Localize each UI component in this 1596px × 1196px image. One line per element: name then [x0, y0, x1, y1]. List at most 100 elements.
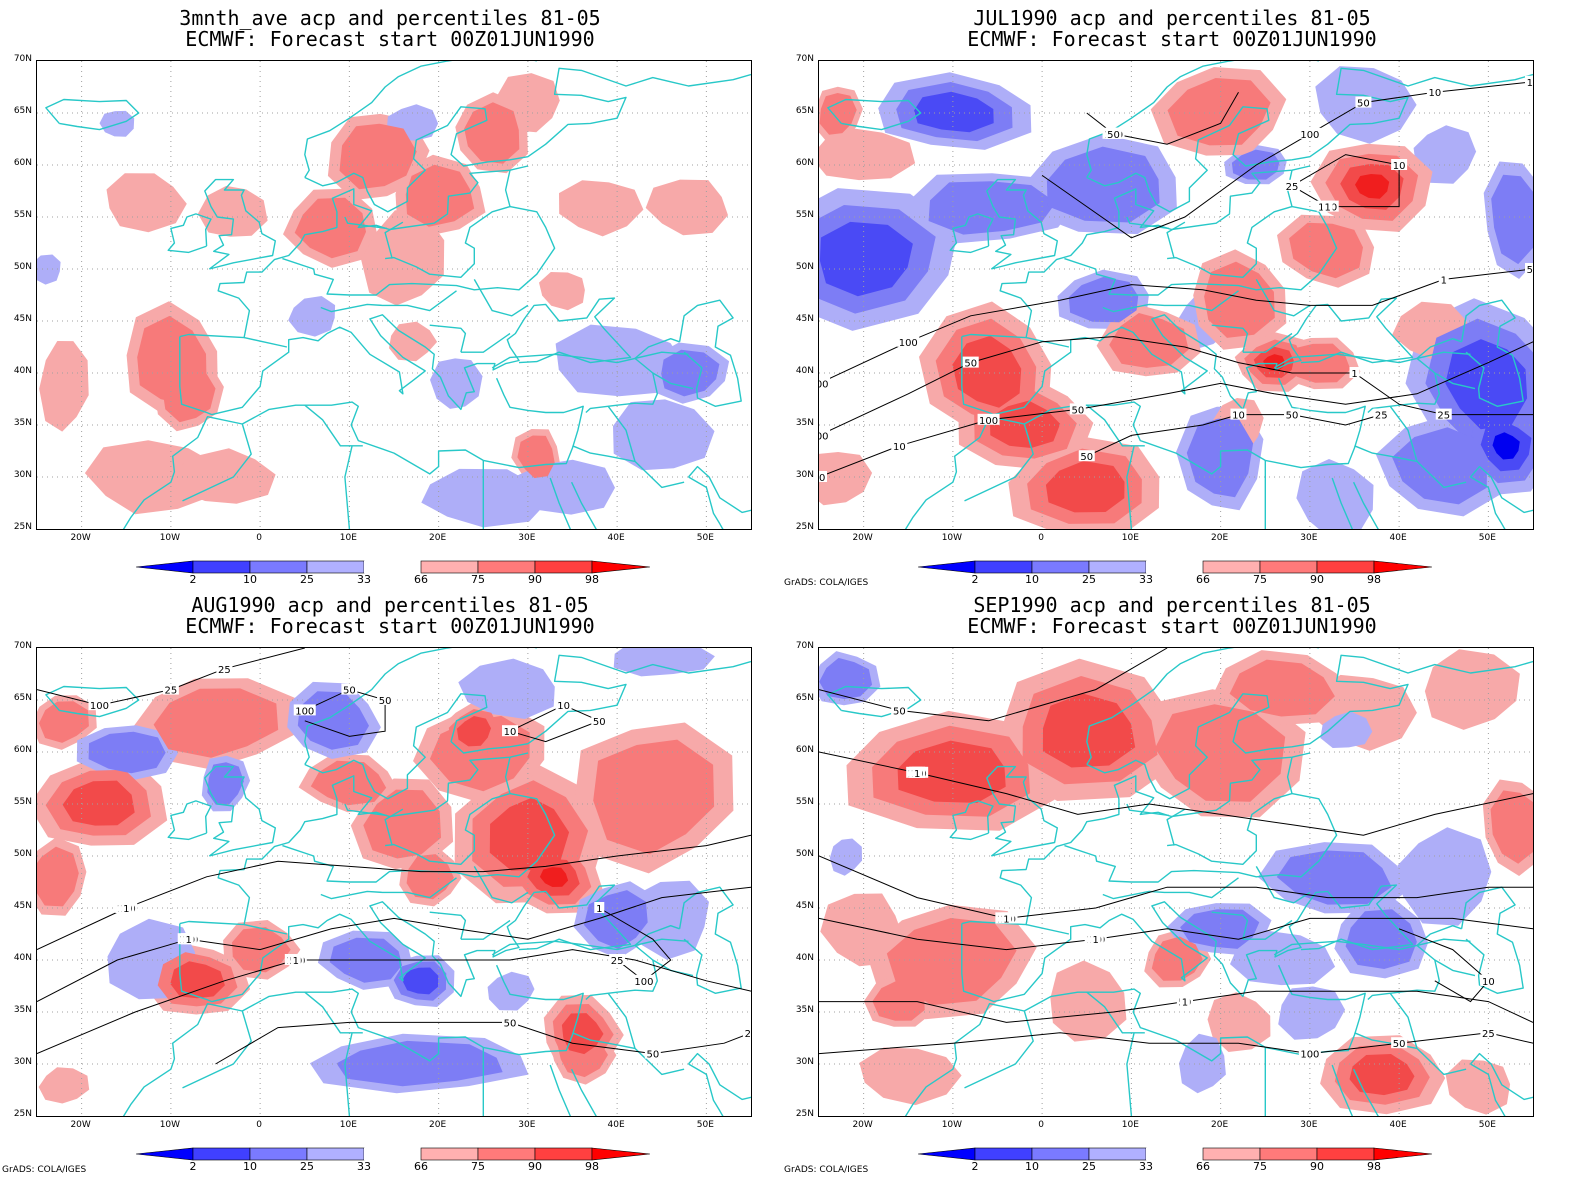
colorbar-swatch — [918, 1147, 976, 1161]
positive-anomaly-region — [820, 893, 905, 967]
longitude-tick-label: 50E — [1478, 1120, 1496, 1130]
contour-label-bg — [891, 704, 908, 716]
colorbar-swatch — [591, 560, 650, 574]
colorbar-swatch — [1373, 560, 1432, 574]
contour-label: 10 — [1527, 78, 1533, 89]
colorbar-label: 25 — [300, 1160, 314, 1173]
panel-subtitle: ECMWF: Forecast start 00Z01JUN1990 — [185, 27, 595, 51]
contour-label: 100 — [1300, 130, 1319, 141]
contour-label: 50 — [1080, 452, 1093, 463]
positive-anomaly-region — [464, 102, 520, 164]
colorbar — [918, 1147, 1432, 1161]
contour-label-bg — [632, 974, 655, 986]
colorbar-label: 25 — [1082, 573, 1096, 586]
colorbar-label: 90 — [528, 1160, 542, 1173]
contour-label-bg — [1426, 86, 1443, 98]
map-panel-jul: JUL1990 acp and percentiles 81-05 ECMWF:… — [782, 0, 1562, 590]
longitude-tick-label: 40E — [1389, 1120, 1407, 1130]
contour-label: 25 — [1437, 411, 1450, 422]
colorbar-swatch — [306, 560, 365, 574]
longitude-tick-label: 20W — [852, 1120, 873, 1130]
contour-label: 25 — [165, 686, 178, 697]
colorbar-swatch — [1146, 561, 1203, 573]
negative-anomaly-region — [829, 838, 862, 876]
longitude-tick-label: 50E — [1478, 533, 1496, 543]
map-canvas: 5010010050100100501001005050505025102510… — [37, 648, 751, 1116]
colorbar-swatch — [1259, 1147, 1318, 1161]
contour-label-bg — [819, 377, 830, 389]
longitude-tick-label: 20E — [429, 533, 447, 543]
colorbar-swatch — [136, 1147, 194, 1161]
latitude-tick-label: 55N — [13, 210, 32, 220]
colorbar-swatch — [1088, 1147, 1147, 1161]
longitude-tick-label: 50E — [696, 1120, 714, 1130]
contour-label-bg — [1391, 159, 1408, 170]
latitude-tick-label: 30N — [13, 470, 32, 480]
contour-label-bg — [377, 694, 394, 705]
colorbar-label: 25 — [1082, 1160, 1096, 1173]
positive-anomaly-region — [645, 179, 728, 236]
colorbar-label: 33 — [1139, 1160, 1153, 1173]
panel-title: AUG1990 acp and percentiles 81-05 — [191, 593, 589, 617]
contour-labels: 5010010050100100501001005050505025102510… — [88, 662, 751, 1061]
contour-label-bg — [1349, 367, 1360, 378]
colorbar-label: 66 — [1196, 1160, 1210, 1173]
positive-anomaly-region — [37, 846, 79, 907]
map-area: 1005050501005010010010010050501002550251… — [818, 60, 1534, 530]
negative-anomaly-region — [421, 468, 547, 528]
longitude-tick-label: 30E — [518, 533, 536, 543]
positive-anomaly-region — [310, 760, 387, 806]
anomaly-shading — [819, 649, 1533, 1115]
colorbar-label: 75 — [1253, 573, 1267, 586]
contour-label-bg — [1322, 200, 1333, 212]
contour-label-bg — [897, 335, 920, 347]
colorbar-label: 33 — [357, 1160, 371, 1173]
contour-label: 25 — [611, 956, 624, 967]
panel-subtitle: ECMWF: Forecast start 00Z01JUN1990 — [185, 614, 595, 638]
panel-title: 3mnth_ave acp and percentiles 81-05 — [179, 6, 601, 30]
colorbar-swatch — [1202, 560, 1261, 574]
map-area — [36, 60, 752, 530]
longitude-tick-label: 20W — [70, 533, 91, 543]
colorbar-label: 98 — [585, 573, 599, 586]
colorbar-swatch — [974, 1147, 1033, 1161]
contour-label-bg — [162, 683, 179, 695]
contour-label-bg — [819, 429, 830, 441]
positive-anomaly-region — [1289, 222, 1363, 279]
contour-label: 100 — [819, 431, 829, 442]
latitude-tick-label: 60N — [795, 158, 814, 168]
latitude-tick-label: 70N — [795, 641, 814, 651]
positive-anomaly-region — [872, 981, 925, 1021]
longitude-tick-label: 10E — [339, 533, 357, 543]
coastlines — [45, 61, 751, 529]
map-area: 1001001005010050502510050505025251010101… — [818, 647, 1534, 1117]
colorbar-swatch — [1146, 1148, 1203, 1160]
colorbar-label: 75 — [471, 1160, 485, 1173]
latitude-tick-label: 25N — [13, 522, 32, 532]
contour-label: 1 — [1325, 203, 1331, 214]
colorbar-swatch — [1373, 1147, 1432, 1161]
latitude-tick-label: 35N — [13, 418, 32, 428]
coastlines — [45, 648, 751, 1116]
contour-label: 1 — [1003, 914, 1009, 925]
colorbar-swatch — [477, 1147, 536, 1161]
colorbar-label: 2 — [971, 1160, 979, 1173]
positive-anomaly-region — [170, 961, 225, 999]
contour-label-bg — [1284, 179, 1301, 191]
map-panel-aug: AUG1990 acp and percentiles 81-05 ECMWF:… — [0, 587, 780, 1177]
map-panel-sep: SEP1990 acp and percentiles 81-05 ECMWF:… — [782, 587, 1562, 1177]
contour-label: 1 — [596, 904, 602, 915]
contour-label: 100 — [90, 701, 109, 712]
colorbar-swatch — [591, 1147, 650, 1161]
positive-anomaly-region — [819, 452, 873, 506]
contour-label: 100 — [819, 379, 829, 390]
negative-anomaly-region — [37, 254, 61, 285]
colorbar — [918, 560, 1432, 574]
colorbar-label: 10 — [243, 573, 257, 586]
latitude-tick-label: 45N — [795, 314, 814, 324]
positive-anomaly-region — [62, 780, 135, 826]
contour-label: 10 — [819, 473, 825, 484]
contour-label: 50 — [1071, 405, 1084, 416]
panel-subtitle: ECMWF: Forecast start 00Z01JUN1990 — [967, 27, 1377, 51]
contour-label-bg — [1069, 403, 1086, 415]
